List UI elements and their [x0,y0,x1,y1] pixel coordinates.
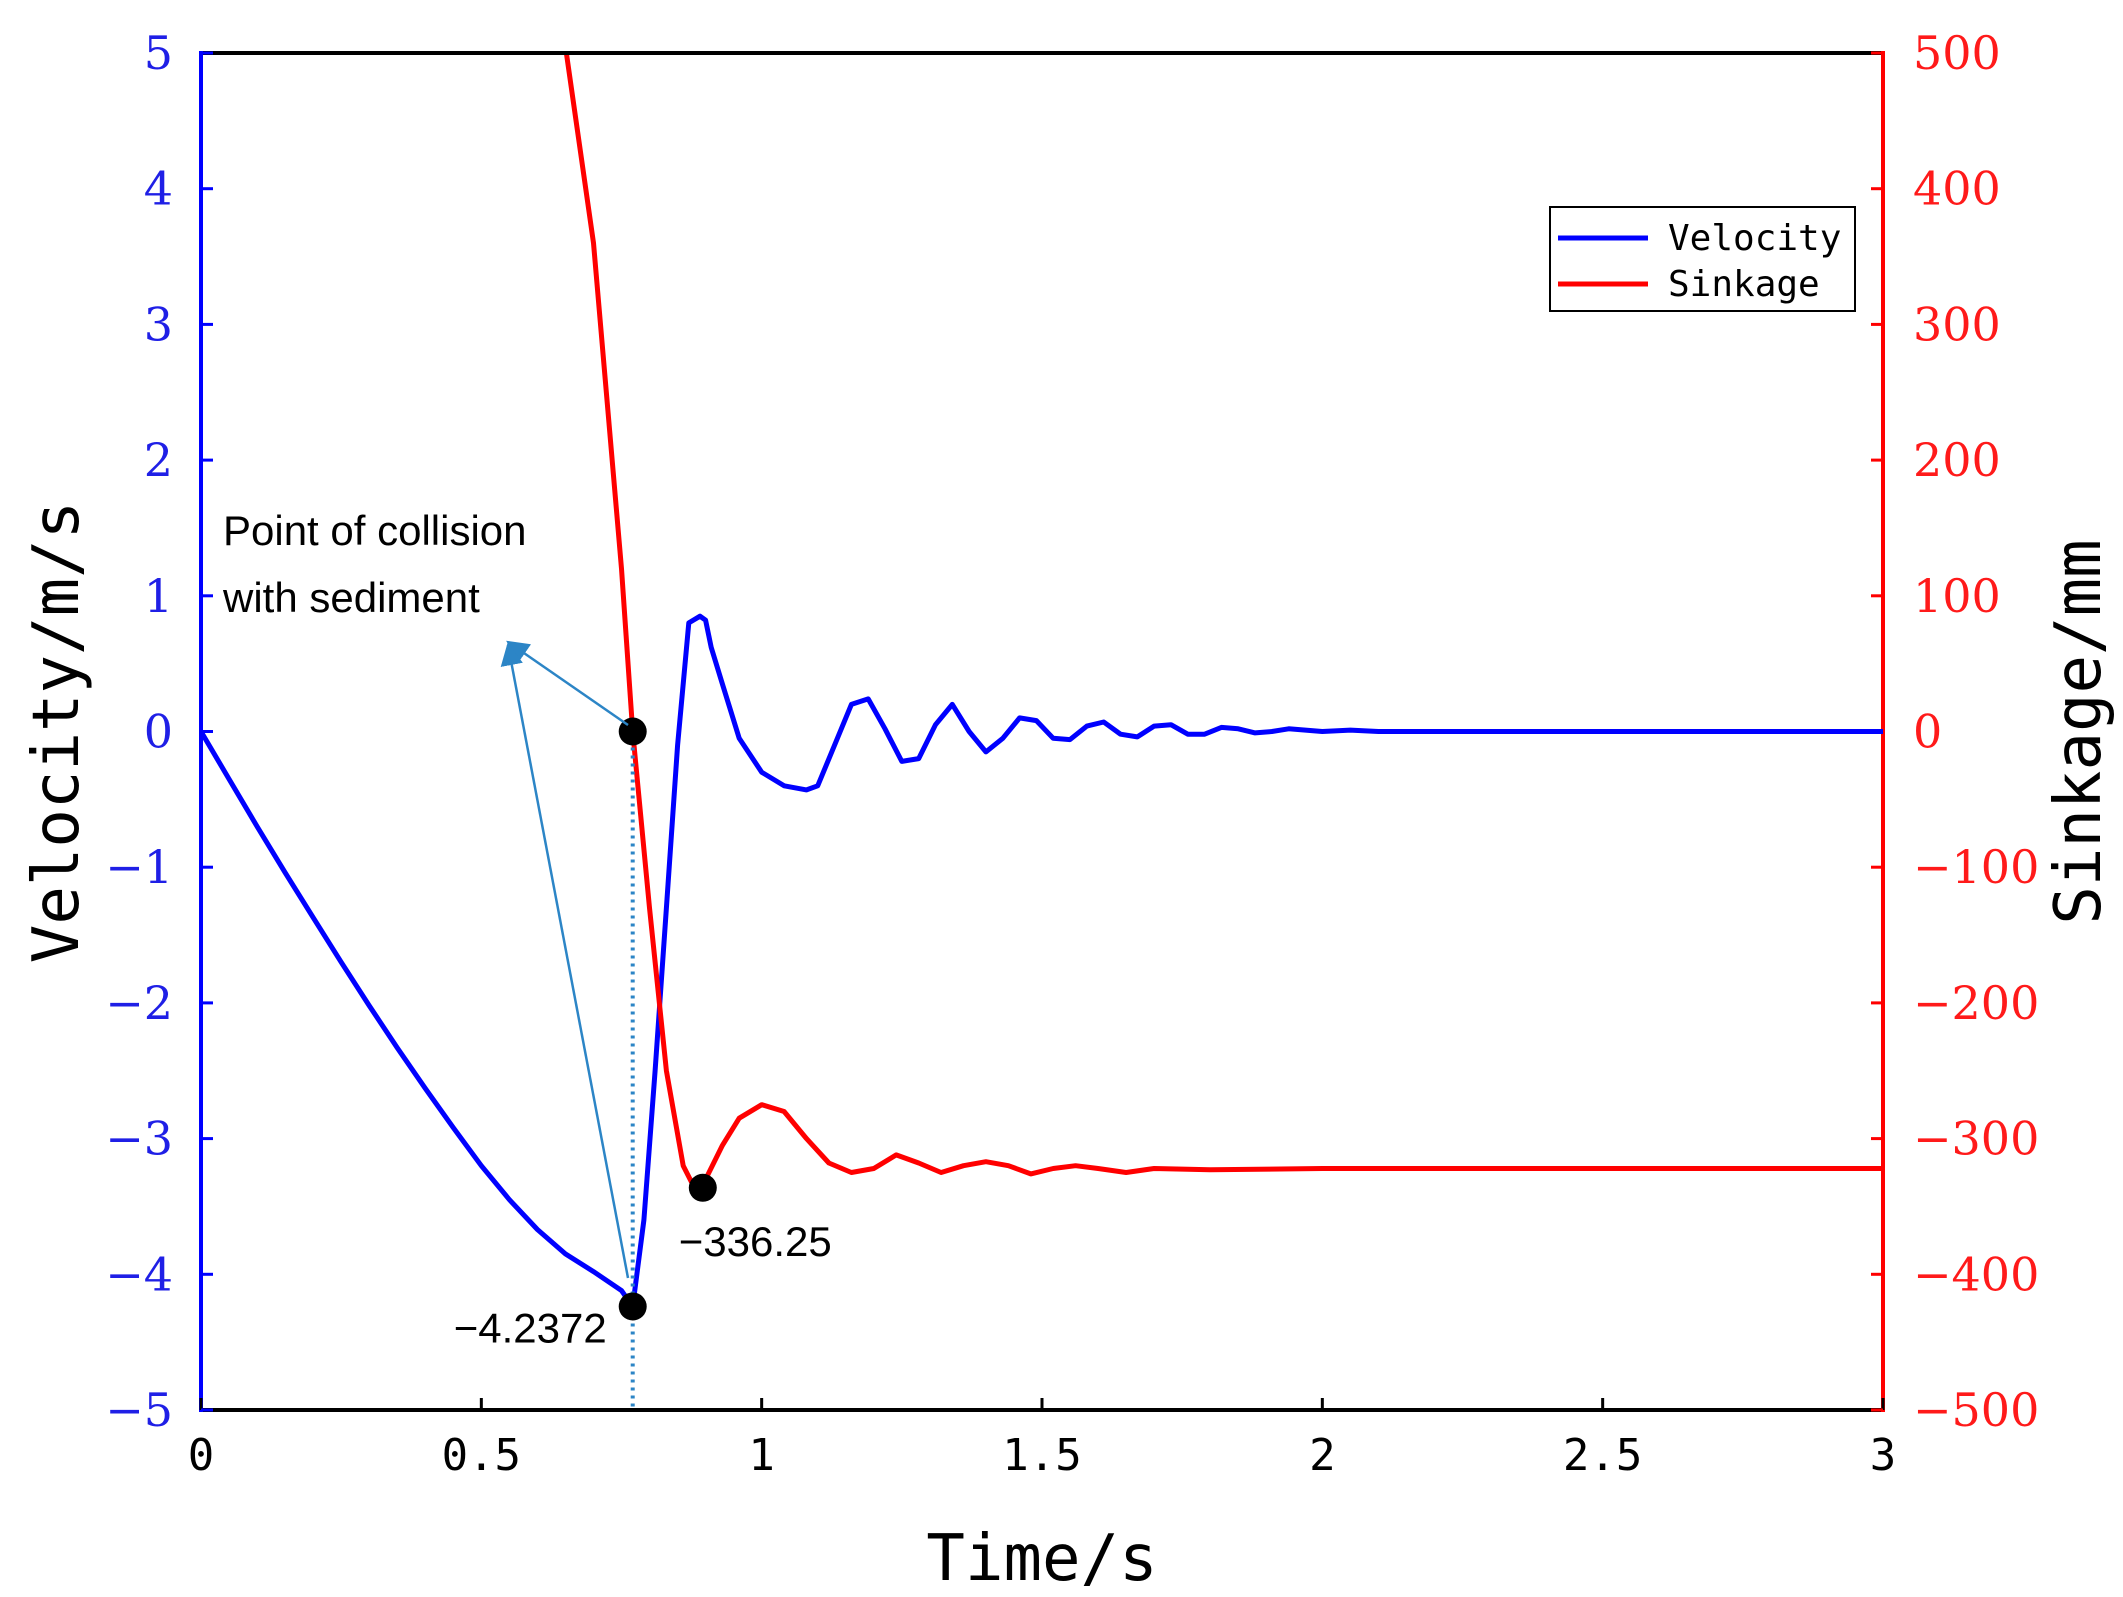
data-point-marker [618,1292,647,1321]
y-left-tick-label: 1 [144,569,173,623]
y-right-tick-label: 300 [1913,297,2001,351]
x-tick-label: 1 [748,1430,775,1481]
x-tick-label: 0.5 [442,1430,521,1481]
x-tick-label: 2 [1309,1430,1336,1481]
legend-sinkage-label: Sinkage [1668,264,1820,305]
y-left-tick-label: −2 [105,976,173,1030]
y-right-tick-label: 200 [1913,433,2001,487]
data-point-label: −336.25 [679,1218,832,1265]
y-right-tick-label: −400 [1913,1247,2039,1301]
y-left-tick-label: 5 [144,26,173,80]
y-right-axis-title: Sinkage/mm [2042,539,2116,924]
y-left-tick-label: −5 [105,1383,173,1437]
y-left-tick-label: −1 [105,840,173,894]
annotation-arrow-to-velocity-min [500,642,630,1279]
series-velocity-line [201,613,1883,1309]
y-right-tick-label: 500 [1913,26,2001,80]
legend-box [1549,206,1856,312]
y-left-tick-label: 4 [144,162,173,216]
y-left-tick-label: −4 [105,1247,173,1301]
y-left-axis-title: Velocity/m/s [20,501,94,963]
y-right-tick-label: −200 [1913,976,2039,1030]
data-point-label: −4.2372 [454,1304,607,1351]
data-point-marker [688,1173,717,1202]
y-left-tick-label: 3 [144,297,173,351]
legend-velocity-label: Velocity [1668,218,1841,259]
y-right-tick-label: 400 [1913,162,2001,216]
y-left-tick-label: −3 [105,1112,173,1166]
legend: Velocity Sinkage [1549,206,1856,312]
annotation-arrow-to-collision-point [506,640,629,727]
y-right-tick-label: −100 [1913,840,2039,894]
annotation-line-2: with sediment [222,574,480,621]
x-tick-label: 2.5 [1563,1430,1642,1481]
annotation-line-1: Point of collision [223,507,527,554]
y-left-tick-label: 0 [144,705,173,759]
series-sinkage-line [564,55,1883,1191]
y-left-tick-label: 2 [144,433,173,487]
x-tick-label: 1.5 [1002,1430,1081,1481]
y-right-tick-label: −500 [1913,1383,2039,1437]
x-tick-label: 0 [188,1430,215,1481]
x-axis-title: Time/s [926,1522,1157,1596]
y-right-tick-label: −300 [1913,1112,2039,1166]
x-tick-label: 3 [1870,1430,1897,1481]
y-right-tick-label: 100 [1913,569,2001,623]
y-right-tick-label: 0 [1913,705,1942,759]
